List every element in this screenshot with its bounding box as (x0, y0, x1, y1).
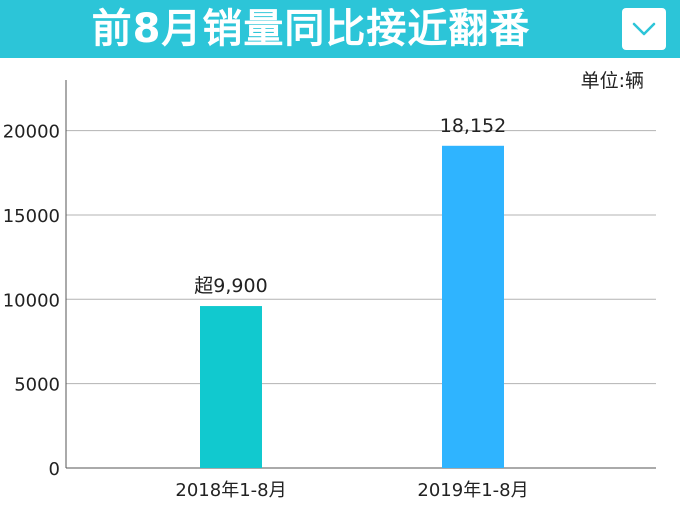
y-tick-label: 15000 (3, 206, 60, 227)
x-tick-label: 2018年1-8月 (175, 480, 286, 501)
y-tick-label: 5000 (14, 375, 60, 396)
dropdown-button[interactable] (622, 8, 666, 50)
x-tick-label: 2019年1-8月 (417, 480, 528, 501)
bar-1 (200, 306, 262, 468)
unit-label: 单位:辆 (580, 70, 644, 92)
chevron-down-icon (632, 22, 656, 36)
y-tick-label: 20000 (3, 122, 60, 143)
page-title: 前8月销量同比接近翻番 (91, 6, 531, 52)
data-label: 18,152 (440, 115, 506, 137)
data-label: 超9,900 (194, 275, 267, 297)
header-bar: 前8月销量同比接近翻番 (0, 0, 680, 58)
y-tick-label: 0 (49, 459, 60, 480)
bar-2 (442, 145, 504, 468)
y-tick-label: 10000 (3, 290, 60, 311)
